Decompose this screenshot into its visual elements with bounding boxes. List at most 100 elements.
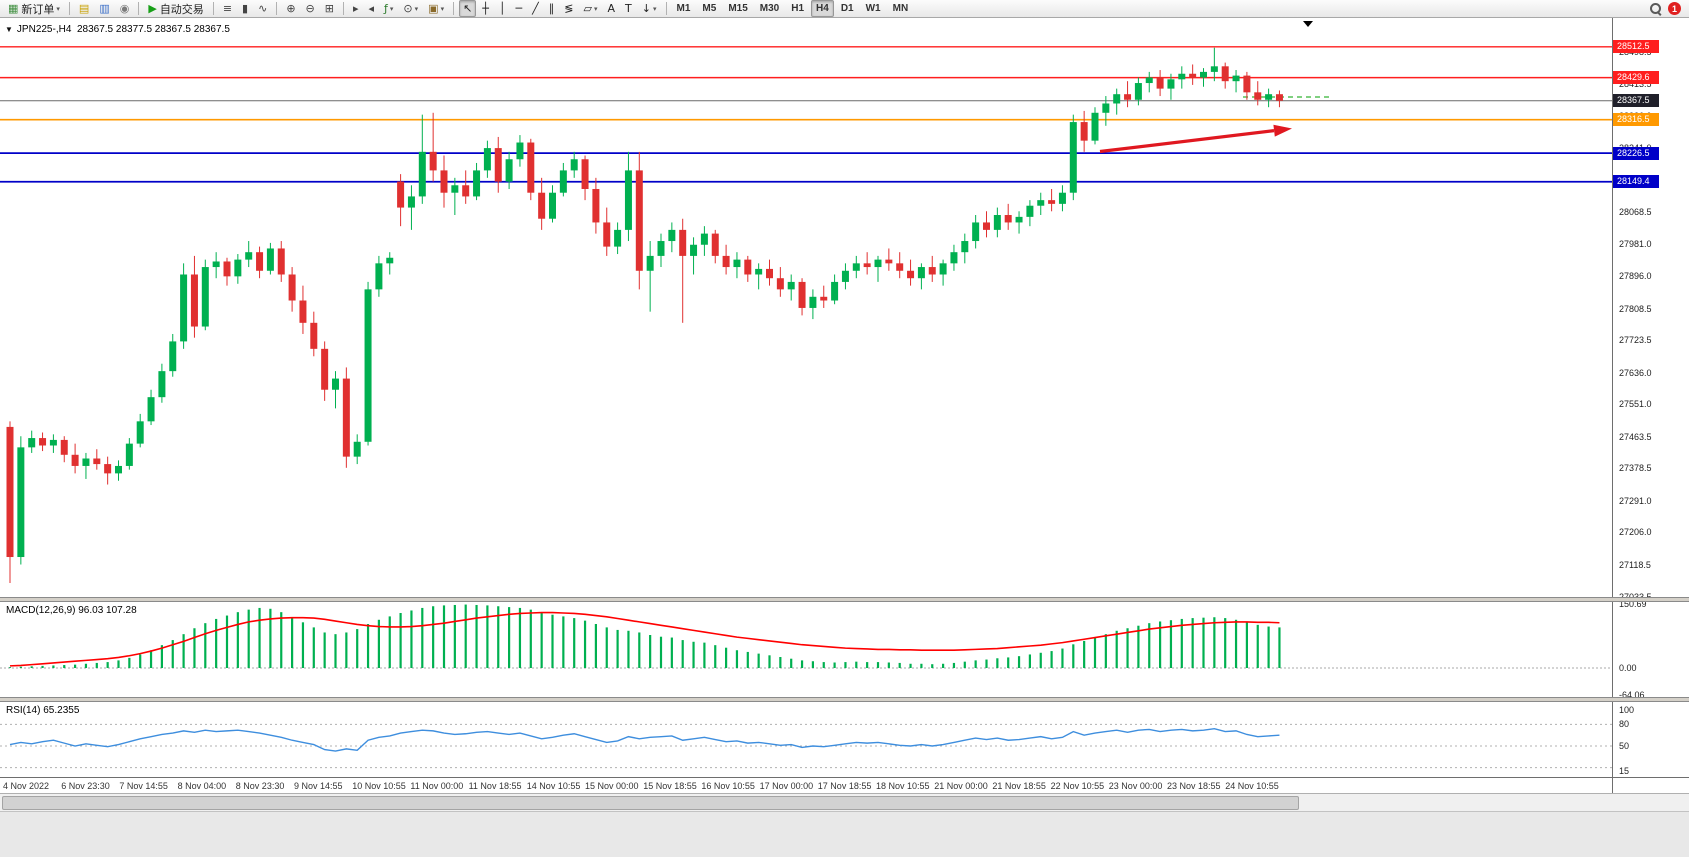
auto-scroll-icon: ▸	[352, 2, 359, 15]
price-axis-label: 27723.5	[1619, 335, 1652, 346]
time-axis-label: 17 Nov 18:55	[817, 781, 872, 791]
pane-separator-rsi[interactable]	[0, 697, 1689, 702]
charts-window-button[interactable]: ▤	[75, 0, 93, 17]
candlestick-chart-button[interactable]: ▮	[238, 0, 252, 17]
market-watch-button[interactable]: ▥	[95, 0, 113, 17]
tf-m30-button-label: M30	[759, 3, 780, 14]
time-axis-label: 14 Nov 10:55	[526, 781, 581, 791]
symbol-period-label: JPN225-,H4	[16, 24, 72, 35]
dropdown-arrow-icon: ▾	[414, 5, 419, 13]
tf-w1-button[interactable]: W1	[861, 0, 886, 17]
templates-button[interactable]: ▣ ▾	[424, 0, 448, 17]
time-axis-label: 16 Nov 10:55	[701, 781, 755, 791]
macd-name: MACD(12,26,9)	[6, 605, 76, 616]
toolbar-separator	[212, 2, 214, 15]
search-icon[interactable]	[1648, 1, 1663, 16]
tf-h1-button-label: H1	[791, 3, 805, 14]
tf-m5-button-label: M5	[702, 3, 717, 14]
arrows-tool-button[interactable]: ↓ ▾	[638, 0, 661, 17]
time-axis-label: 10 Nov 10:55	[352, 781, 406, 791]
chart-shift-button[interactable]: ◂	[365, 0, 379, 17]
price-axis-label: 27551.0	[1619, 399, 1652, 410]
time-axis-label: 23 Nov 18:55	[1167, 781, 1221, 791]
time-axis-label: 15 Nov 00:00	[585, 781, 639, 791]
charts-window-icon: ▤	[78, 2, 90, 15]
price-axis-label: 28068.5	[1619, 206, 1652, 217]
indicators-button[interactable]: ƒ ▾	[380, 0, 397, 17]
line-chart-icon: ∿	[258, 2, 268, 15]
tf-d1-button[interactable]: D1	[836, 0, 859, 17]
chart-shift-marker-icon[interactable]	[1303, 21, 1313, 27]
text-label-button[interactable]: T	[621, 0, 636, 17]
tile-windows-icon: ⊞	[324, 2, 334, 15]
line-chart-button[interactable]: ∿	[254, 0, 271, 17]
indicators-icon: ƒ	[384, 2, 388, 15]
dropdown-arrow-icon: ▾	[440, 5, 445, 13]
horizontal-line-button[interactable]: ─	[512, 0, 527, 17]
sound-alert-button[interactable]: ◉	[116, 0, 134, 17]
periods-button[interactable]: ⊙ ▾	[399, 0, 422, 17]
notification-badge[interactable]: 1	[1668, 2, 1681, 15]
tile-windows-button[interactable]: ⊞	[321, 0, 338, 17]
dropdown-arrow-icon: ▾	[56, 5, 60, 13]
price-axis-label: 27206.0	[1619, 527, 1652, 538]
time-axis-label: 11 Nov 00:00	[410, 781, 464, 791]
rsi-axis-label: 80	[1619, 719, 1630, 730]
crosshair-button[interactable]: ┼	[478, 0, 493, 17]
dropdown-arrow-icon: ▾	[389, 5, 394, 13]
cursor-button[interactable]: ↖	[459, 0, 477, 17]
price-level-badge: 28226.5	[1613, 146, 1659, 160]
macd-axis-label: -64.06	[1619, 690, 1645, 701]
price-axis-label: 27981.0	[1619, 239, 1652, 250]
zoom-in-button[interactable]: ⊕	[282, 0, 299, 17]
scrollbar-thumb[interactable]	[2, 796, 1299, 810]
price-axis-label: 27291.0	[1619, 495, 1652, 506]
bar-chart-button[interactable]: ≡	[219, 0, 236, 17]
tf-mn-button[interactable]: MN	[888, 0, 914, 17]
time-axis-label: 8 Nov 23:30	[235, 781, 285, 791]
tf-h1-button[interactable]: H1	[786, 0, 809, 17]
autotrading-button[interactable]: ▶ 自动交易	[144, 0, 207, 17]
chart-shift-icon: ◂	[368, 2, 375, 15]
chart-canvas[interactable]: ▼ JPN225-,H4 28367.5 28377.5 28367.5 2836…	[0, 18, 1689, 857]
sound-alert-icon: ◉	[119, 2, 130, 15]
zoom-out-button[interactable]: ⊖	[302, 0, 319, 17]
auto-scroll-button[interactable]: ▸	[349, 0, 363, 17]
price-level-badge: 28316.5	[1613, 113, 1659, 127]
tf-m1-button[interactable]: M1	[672, 0, 696, 17]
zoom-in-icon: ⊕	[286, 2, 296, 15]
chart-title: ▼ JPN225-,H4 28367.5 28377.5 28367.5 2836…	[5, 24, 230, 35]
time-axis-label: 6 Nov 23:30	[61, 781, 110, 791]
candlestick-chart-icon: ▮	[242, 2, 249, 15]
rsi-axis-label: 100	[1619, 705, 1635, 715]
tf-d1-button-label: D1	[840, 3, 854, 14]
shapes-button[interactable]: ▱ ▾	[580, 0, 602, 17]
rsi-axis-label: 50	[1619, 741, 1630, 751]
toolbar-separator	[138, 2, 140, 15]
text-icon: A	[607, 2, 616, 15]
time-axis-label: 4 Nov 2022	[3, 781, 50, 791]
pane-separator-macd[interactable]	[0, 597, 1689, 602]
vertical-line-button[interactable]: │	[495, 0, 510, 17]
tf-m15-button[interactable]: M15	[723, 0, 752, 17]
trendline-button[interactable]: ╱	[528, 0, 543, 17]
new-order-icon: ▦	[8, 2, 19, 15]
time-axis[interactable]	[0, 777, 1689, 794]
channel-button[interactable]: ∥	[545, 0, 559, 17]
price-axis-label: 27033.5	[1619, 592, 1652, 602]
new-order-button-label: 新订单	[21, 3, 55, 16]
text-button[interactable]: A	[604, 0, 620, 17]
tf-m5-button[interactable]: M5	[697, 0, 721, 17]
price-axis-label: 27463.5	[1619, 431, 1652, 442]
new-order-button[interactable]: ▦ 新订单 ▾	[4, 0, 64, 17]
chart-collapse-icon[interactable]: ▼	[5, 25, 13, 34]
rsi-label: RSI(14) 65.2355	[6, 705, 79, 716]
price-level-badge: 28429.6	[1613, 71, 1659, 85]
fibonacci-button[interactable]: ≶	[560, 0, 577, 17]
tf-m30-button[interactable]: M30	[755, 0, 784, 17]
horizontal-scrollbar[interactable]	[0, 793, 1689, 811]
tf-h4-button[interactable]: H4	[811, 0, 834, 17]
price-level-badge: 28512.5	[1613, 40, 1659, 54]
dropdown-arrow-icon: ▾	[652, 5, 657, 13]
trend-arrow[interactable]	[1099, 129, 1275, 154]
